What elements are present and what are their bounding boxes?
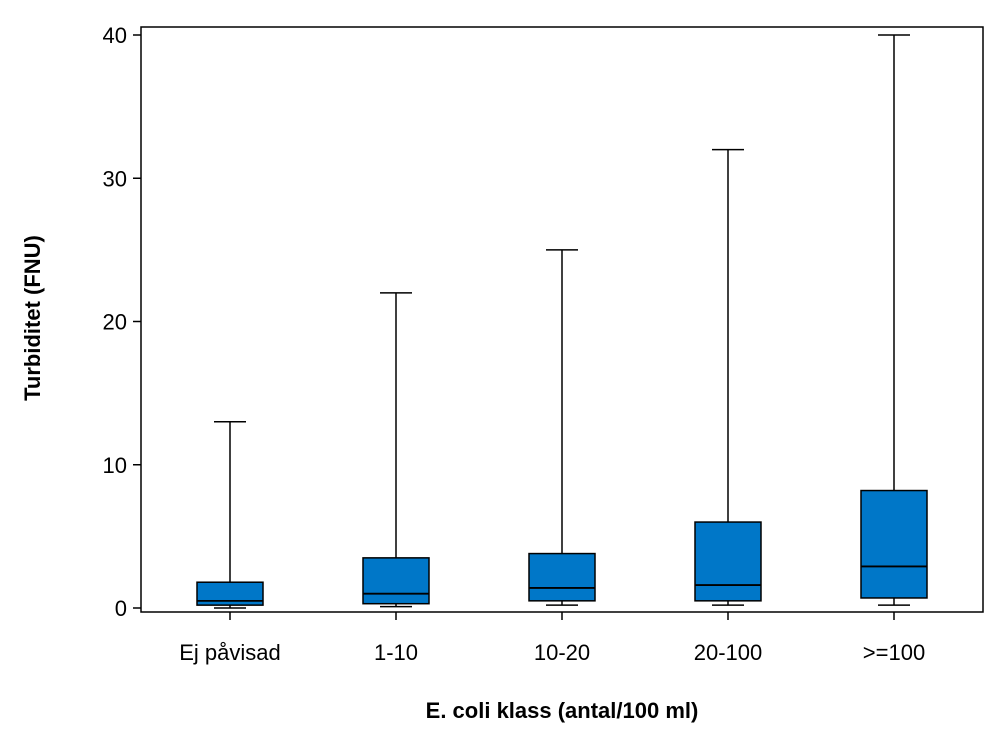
y-tick-label: 10 [103,453,127,478]
iqr-box [694,521,762,602]
x-tick-label: 1-10 [374,640,418,665]
x-axis: Ej påvisad 1-10 10-20 20-100 >=100 [179,612,925,665]
box-1 [362,292,430,608]
boxes-layer [196,34,928,609]
y-axis-title: Turbiditet (FNU) [20,235,45,401]
iqr-box [860,489,928,599]
y-tick-label: 40 [103,23,127,48]
box-3 [694,148,762,606]
y-axis: 0 10 20 30 40 [103,23,141,621]
x-tick-label: 20-100 [694,640,763,665]
iqr-box [196,581,264,606]
x-tick-label: Ej påvisad [179,640,281,665]
x-tick-label: >=100 [863,640,925,665]
box-0 [196,421,264,609]
y-tick-label: 20 [103,310,127,335]
x-axis-title: E. coli klass (antal/100 ml) [426,698,699,723]
y-tick-label: 0 [115,596,127,621]
y-tick-label: 30 [103,166,127,191]
box-2 [528,249,596,606]
box-4 [860,34,928,606]
iqr-box [528,552,596,602]
iqr-box [362,557,430,605]
x-tick-label: 10-20 [534,640,590,665]
